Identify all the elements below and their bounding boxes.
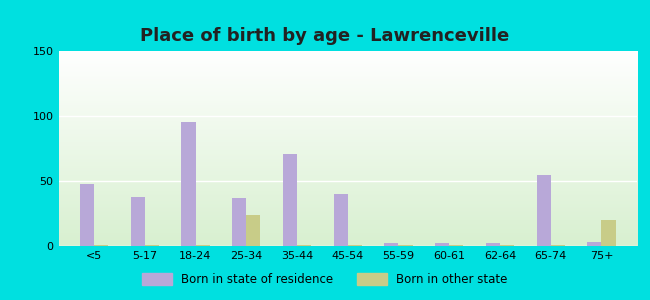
Bar <box>348 245 362 246</box>
Bar <box>283 154 297 246</box>
Bar <box>449 245 463 246</box>
Bar <box>587 242 601 246</box>
Bar <box>181 122 196 246</box>
Legend: Born in state of residence, Born in other state: Born in state of residence, Born in othe… <box>138 268 512 291</box>
Bar <box>232 198 246 246</box>
Bar <box>333 194 348 246</box>
Bar <box>297 245 311 246</box>
Bar <box>80 184 94 246</box>
Bar <box>145 245 159 246</box>
Bar <box>196 245 210 246</box>
Bar <box>246 215 261 246</box>
Text: Place of birth by age - Lawrenceville: Place of birth by age - Lawrenceville <box>140 27 510 45</box>
Bar <box>601 220 616 246</box>
Bar <box>435 243 449 246</box>
Bar <box>398 245 413 246</box>
Bar <box>131 196 145 246</box>
Bar <box>384 243 398 246</box>
Bar <box>486 243 500 246</box>
Bar <box>551 245 565 246</box>
Bar <box>94 245 109 246</box>
Bar <box>500 245 514 246</box>
Bar <box>536 175 551 246</box>
